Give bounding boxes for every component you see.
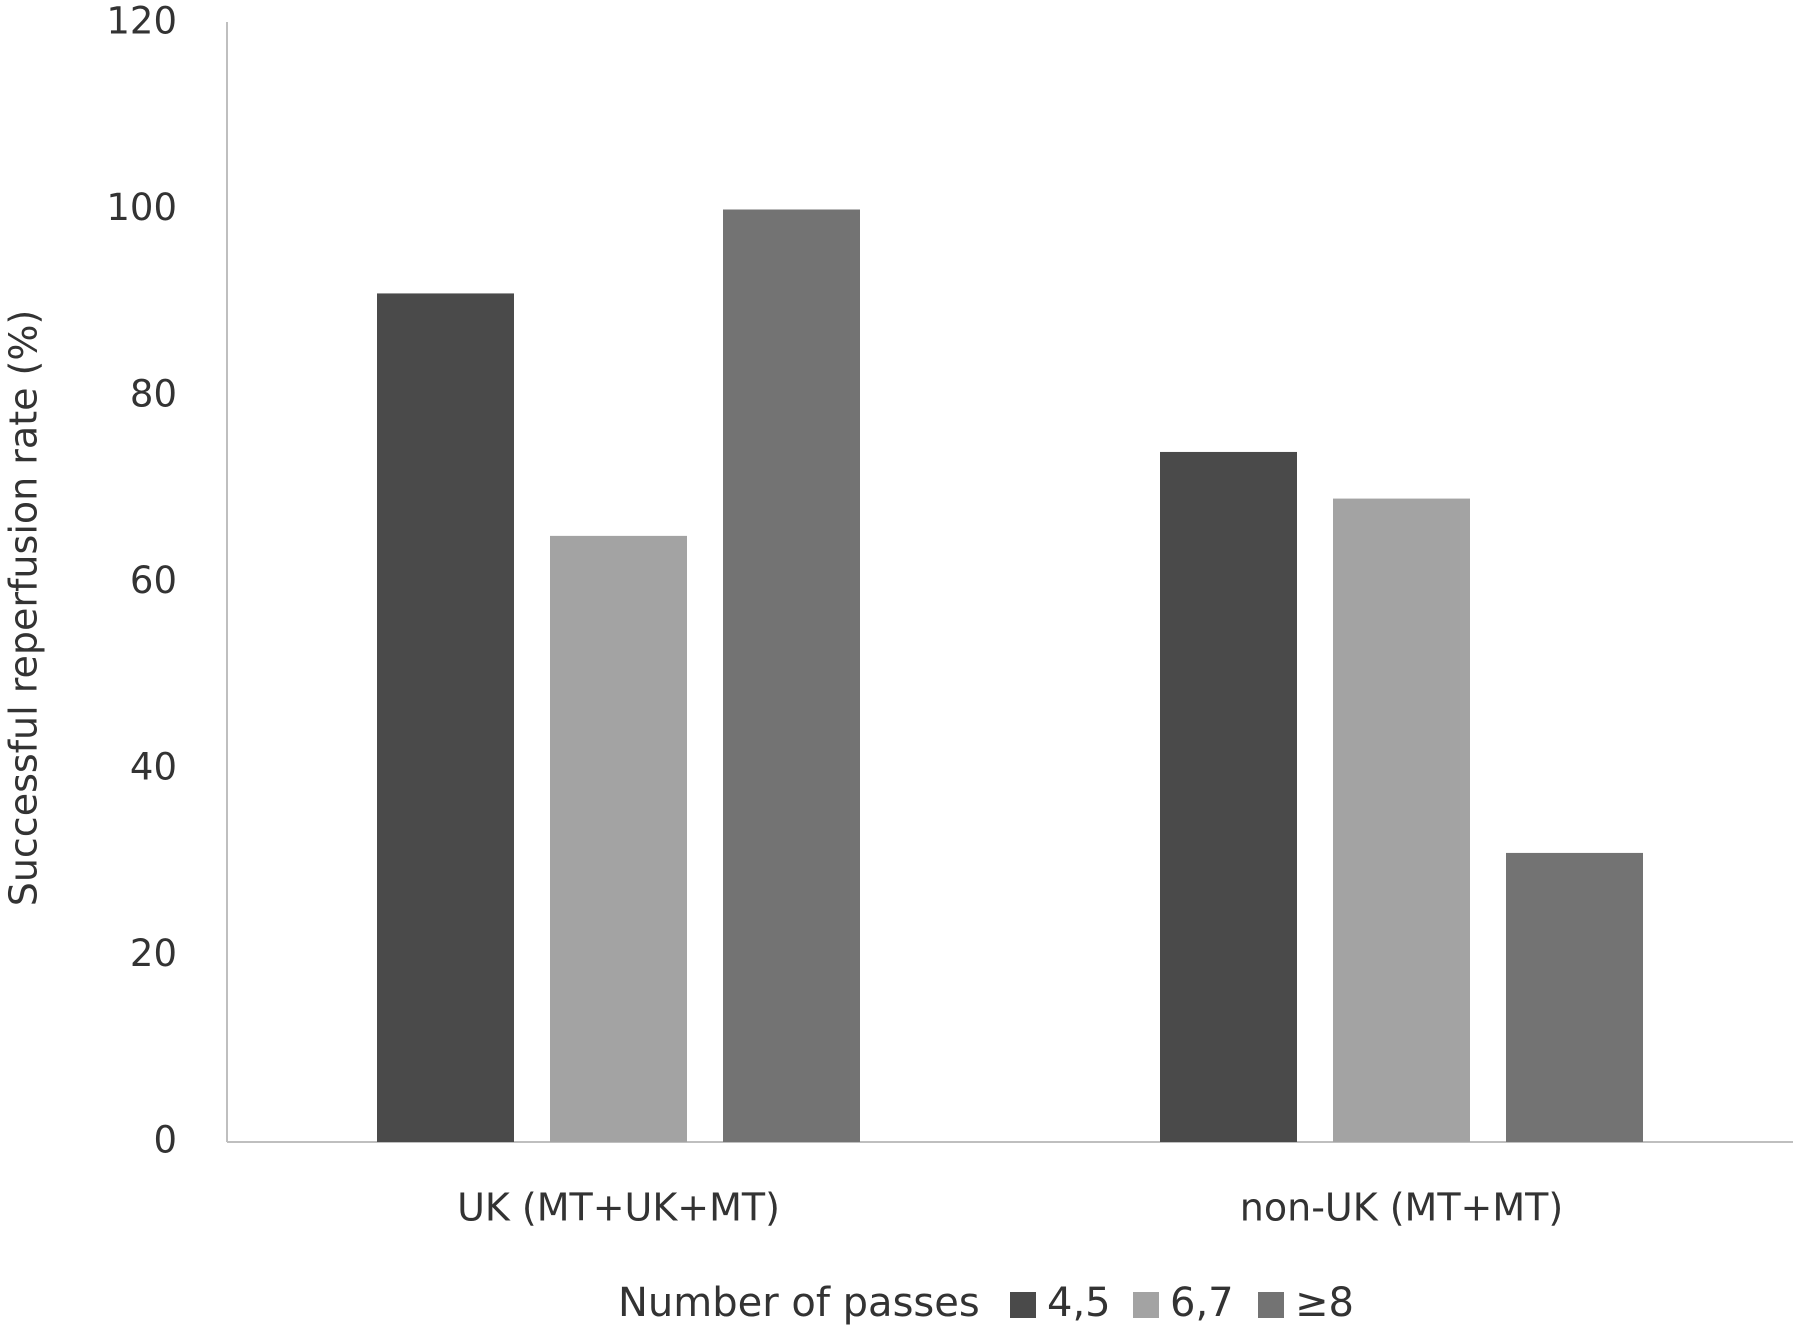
- legend-swatch: [1010, 1292, 1036, 1318]
- y-tick-label: 60: [130, 559, 177, 602]
- y-tick-label: 0: [153, 1119, 177, 1162]
- x-tick-label: UK (MT+UK+MT): [457, 1186, 780, 1230]
- x-tick-label: non-UK (MT+MT): [1240, 1186, 1563, 1230]
- y-tick-label: 120: [106, 0, 177, 43]
- bar: [1160, 451, 1297, 1142]
- legend-swatch: [1133, 1292, 1159, 1318]
- legend-label: ≥8: [1295, 1280, 1354, 1326]
- y-tick-label: 20: [130, 932, 177, 975]
- bar: [723, 209, 860, 1142]
- y-axis-title: Successful reperfusion rate (%): [2, 310, 46, 907]
- bar: [1506, 852, 1643, 1142]
- legend-label: 4,5: [1047, 1280, 1111, 1326]
- y-tick-label: 100: [106, 186, 177, 229]
- y-tick-label: 80: [130, 373, 177, 416]
- bar: [377, 293, 514, 1142]
- bar: [1333, 498, 1470, 1142]
- legend-title: Number of passes: [618, 1280, 980, 1326]
- legend-label: 6,7: [1170, 1280, 1234, 1326]
- legend-swatch: [1258, 1292, 1284, 1318]
- y-tick-label: 40: [130, 746, 177, 789]
- bar: [550, 535, 687, 1142]
